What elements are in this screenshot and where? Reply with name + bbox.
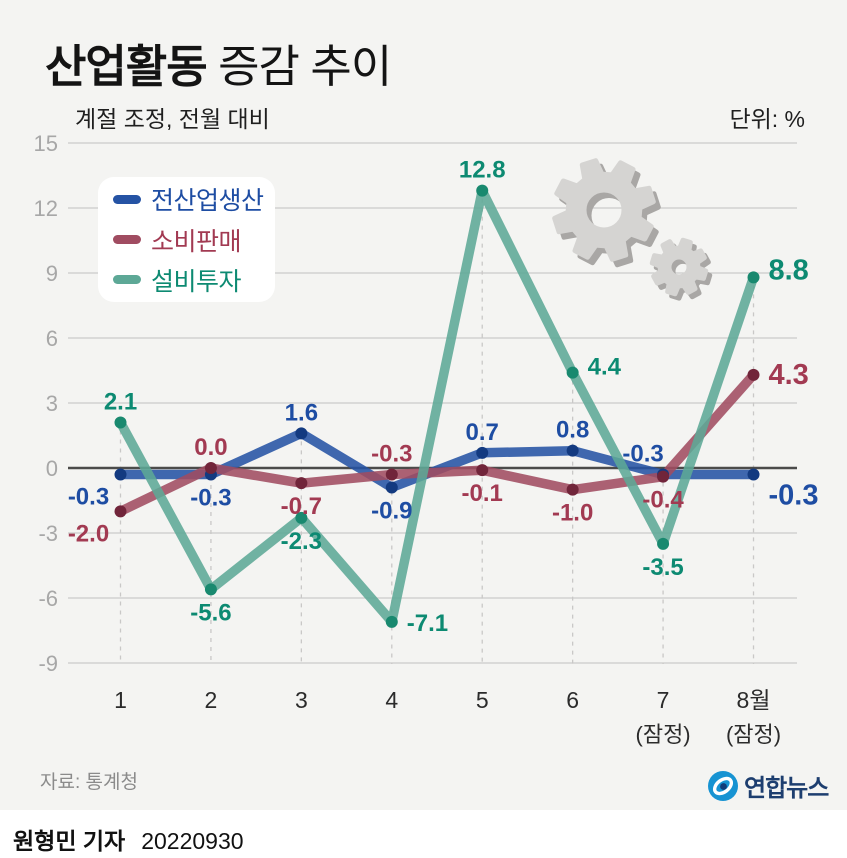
data-label: 4.3 bbox=[769, 359, 809, 391]
data-label: -0.4 bbox=[642, 487, 684, 514]
data-point-marker bbox=[476, 464, 489, 477]
page-title-bold: 산업활동 bbox=[45, 41, 208, 92]
data-label: -2.0 bbox=[68, 520, 109, 547]
legend-swatch-icon bbox=[113, 194, 141, 204]
data-point-marker bbox=[295, 511, 308, 524]
data-label: -0.3 bbox=[68, 484, 109, 511]
data-point-marker bbox=[114, 505, 127, 518]
data-label: 0.0 bbox=[194, 434, 227, 461]
data-label: 8.8 bbox=[769, 254, 809, 286]
x-tick-note: (잠정) bbox=[726, 722, 781, 747]
x-tick-label: 1 bbox=[114, 687, 127, 713]
data-label: -0.9 bbox=[371, 498, 412, 525]
data-point-marker bbox=[566, 366, 579, 379]
data-point-marker bbox=[566, 483, 579, 496]
y-tick-label: -9 bbox=[38, 651, 58, 676]
data-label: 4.4 bbox=[588, 354, 622, 381]
yonhap-logo-icon bbox=[708, 770, 738, 801]
y-tick-label: 15 bbox=[34, 131, 58, 156]
data-point-marker bbox=[476, 446, 489, 459]
data-label: -2.3 bbox=[281, 528, 322, 555]
legend-item-investment: 설비투자 bbox=[113, 262, 275, 298]
data-label: 1.6 bbox=[285, 399, 318, 426]
data-label: 12.8 bbox=[459, 157, 506, 184]
legend-label: 설비투자 bbox=[151, 267, 242, 296]
data-point-marker bbox=[385, 615, 398, 628]
data-point-marker bbox=[566, 444, 579, 457]
data-label: -1.0 bbox=[552, 500, 593, 527]
y-tick-label: 3 bbox=[46, 391, 58, 416]
gear-icon bbox=[552, 158, 656, 262]
data-label: 0.8 bbox=[556, 417, 589, 444]
byline-date: 20220930 bbox=[141, 828, 244, 854]
chart-subtitle: 계절 조정, 전월 대비 bbox=[75, 106, 270, 132]
gear-icon bbox=[649, 237, 709, 297]
y-tick-label: 9 bbox=[46, 261, 58, 286]
data-point-marker bbox=[114, 416, 127, 429]
page-title-rest: 증감 추이 bbox=[206, 41, 392, 92]
data-label: -5.6 bbox=[190, 599, 231, 626]
data-point-marker bbox=[204, 583, 217, 596]
y-tick-label: -6 bbox=[38, 586, 58, 611]
data-label: 2.1 bbox=[104, 389, 137, 416]
data-point-marker bbox=[747, 368, 760, 381]
data-point-marker bbox=[385, 481, 398, 494]
byline-strip bbox=[0, 810, 847, 858]
data-label: -7.1 bbox=[407, 610, 448, 637]
logo-text: 연합뉴스 bbox=[744, 775, 829, 802]
data-label: -0.3 bbox=[622, 441, 663, 468]
legend-item-retail: 소비판매 bbox=[113, 222, 275, 258]
x-tick-label: 3 bbox=[295, 687, 308, 713]
x-tick-label: 5 bbox=[476, 687, 489, 713]
legend-swatch-icon bbox=[113, 275, 141, 285]
data-point-marker bbox=[114, 468, 127, 481]
data-point-marker bbox=[747, 468, 760, 481]
series-line bbox=[115, 185, 759, 627]
series-line bbox=[115, 370, 759, 517]
x-tick-label: 4 bbox=[385, 687, 398, 713]
unit-label: 단위: % bbox=[729, 106, 805, 132]
legend-swatch-icon bbox=[113, 235, 141, 244]
legend-item-production: 전산업생산 bbox=[113, 181, 275, 217]
data-label: 0.7 bbox=[466, 419, 499, 446]
data-point-marker bbox=[476, 184, 489, 197]
data-point-marker bbox=[204, 462, 217, 474]
source-label: 자료: 통계청 bbox=[40, 772, 138, 793]
y-tick-label: 0 bbox=[46, 456, 58, 481]
legend-label: 소비판매 bbox=[151, 227, 242, 256]
data-point-marker bbox=[295, 477, 308, 490]
x-tick-note: (잠정) bbox=[636, 722, 691, 747]
data-label: -0.3 bbox=[190, 485, 231, 512]
byline: 원형민 기자 20220930 bbox=[13, 822, 244, 856]
y-tick-label: 12 bbox=[34, 196, 58, 221]
x-tick-label: 8월 bbox=[737, 687, 771, 713]
data-point-marker bbox=[657, 537, 670, 550]
data-label: -0.1 bbox=[462, 480, 503, 507]
data-label: -0.7 bbox=[281, 493, 322, 520]
data-label: -3.5 bbox=[642, 554, 683, 581]
data-point-marker bbox=[295, 427, 308, 440]
byline-name: 원형민 기자 bbox=[13, 828, 126, 854]
x-tick-label: 2 bbox=[205, 687, 218, 713]
y-tick-label: -3 bbox=[38, 521, 58, 546]
data-label: -0.3 bbox=[371, 441, 412, 468]
page-title: 산업활동 증감 추이 bbox=[45, 30, 392, 95]
chart-legend: 전산업생산 소비판매 설비투자 bbox=[98, 177, 275, 302]
data-label: -0.3 bbox=[769, 480, 819, 512]
x-tick-label: 6 bbox=[566, 687, 579, 713]
data-point-marker bbox=[657, 470, 670, 483]
legend-label: 전산업생산 bbox=[151, 187, 264, 216]
x-tick-label: 7 bbox=[657, 687, 670, 713]
data-point-marker bbox=[385, 468, 398, 481]
yonhap-logo: 연합뉴스 bbox=[706, 768, 829, 803]
data-point-marker bbox=[747, 271, 760, 284]
y-tick-label: 6 bbox=[46, 326, 58, 351]
